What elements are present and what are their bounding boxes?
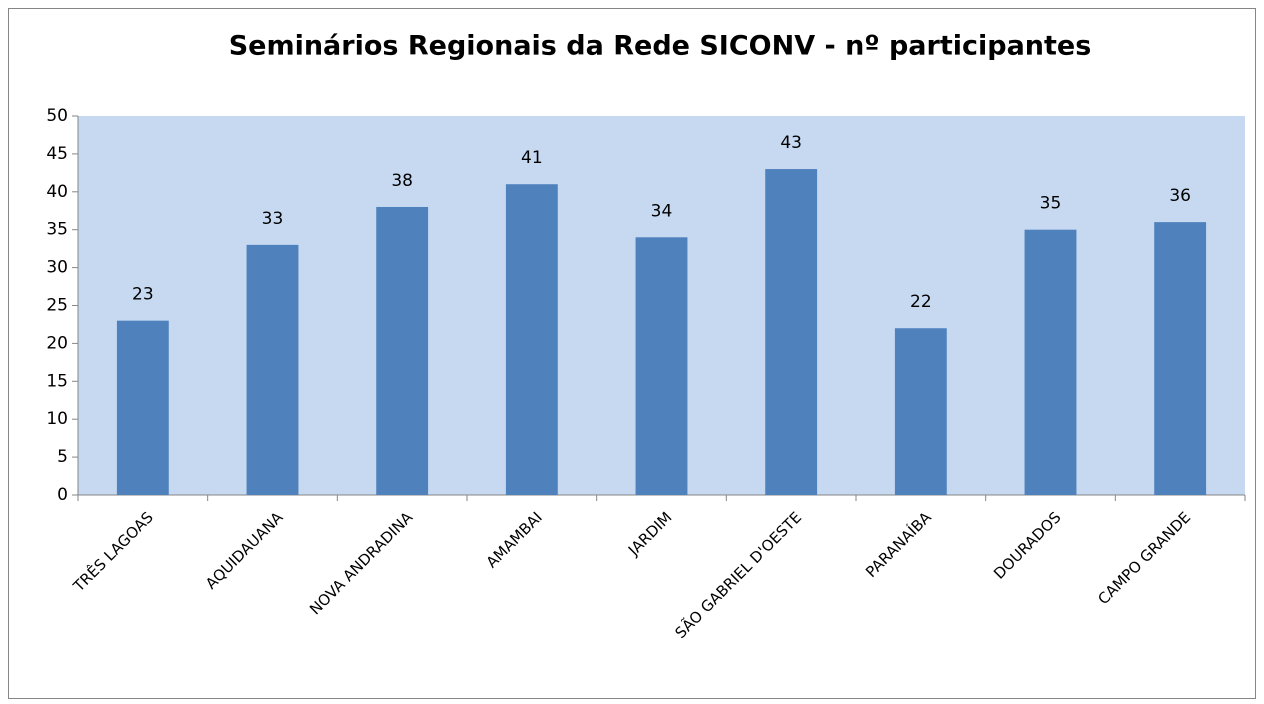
bar	[765, 169, 818, 495]
bar	[894, 328, 947, 495]
y-tick-label: 45	[46, 144, 68, 164]
y-tick-label: 5	[57, 447, 68, 467]
bar	[246, 244, 299, 495]
data-label: 41	[521, 148, 543, 168]
y-tick-label: 30	[46, 258, 68, 278]
y-tick-label: 20	[46, 333, 68, 353]
data-label: 38	[391, 171, 413, 191]
bar	[505, 184, 558, 495]
chart-title: Seminários Regionais da Rede SICONV - nº…	[229, 31, 1092, 62]
data-label: 43	[780, 133, 802, 153]
bar	[116, 320, 169, 495]
data-label: 34	[651, 201, 673, 221]
data-label: 22	[910, 292, 932, 312]
y-tick-label: 15	[46, 371, 68, 391]
bar	[635, 237, 688, 495]
bar	[1154, 222, 1207, 495]
y-tick-label: 40	[46, 182, 68, 202]
y-tick-label: 35	[46, 220, 68, 240]
bar	[1024, 229, 1077, 495]
bar	[376, 206, 429, 495]
y-tick-label: 0	[57, 485, 68, 505]
data-label: 35	[1040, 194, 1062, 214]
y-tick-label: 50	[46, 106, 68, 126]
data-label: 33	[262, 209, 284, 229]
data-label: 36	[1169, 186, 1191, 206]
y-tick-label: 10	[46, 409, 68, 429]
data-label: 23	[132, 285, 154, 305]
y-tick-label: 25	[46, 296, 68, 316]
